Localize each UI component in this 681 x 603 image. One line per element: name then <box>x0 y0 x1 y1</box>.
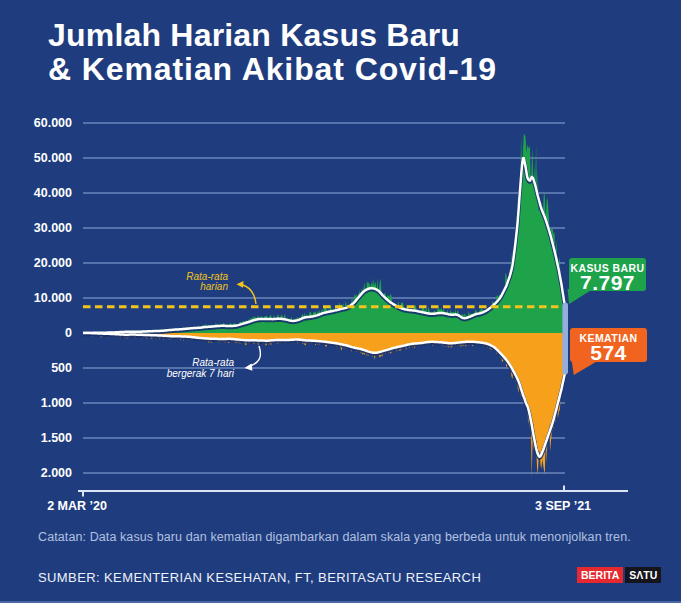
y-axis-label: 1.500 <box>10 431 72 445</box>
y-axis-label: 20.000 <box>10 256 72 270</box>
beritasatu-logo: BERITA SΛTU <box>577 567 661 583</box>
logo-berita: BERITA <box>577 567 623 583</box>
deaths-callout-value: 574 <box>570 344 647 362</box>
y-axis-label: 0 <box>10 326 72 340</box>
page-title: Jumlah Harian Kasus Baru & Kematian Akib… <box>48 18 497 86</box>
title-line2: & Kematian Akibat Covid-19 <box>48 52 497 86</box>
y-axis-label: 30.000 <box>10 221 72 235</box>
title-line1: Jumlah Harian Kasus Baru <box>48 18 497 52</box>
moving-average-annotation: Rata-rata bergerak 7 hari <box>154 357 234 379</box>
footnote: Catatan: Data kasus baru dan kematian di… <box>38 530 631 544</box>
deaths-callout: KEMATIAN 574 <box>570 328 647 362</box>
y-axis-label: 1.000 <box>10 396 72 410</box>
y-axis-label: 40.000 <box>10 186 72 200</box>
y-axis-label: 10.000 <box>10 291 72 305</box>
y-axis-label: 60.000 <box>10 116 72 130</box>
x-axis-end-label: 3 SEP ’21 <box>503 499 623 513</box>
source-text: SUMBER: KEMENTERIAN KESEHATAN, FT, BERIT… <box>38 570 481 585</box>
daily-average-annotation: Rata-rata harian <box>148 272 228 293</box>
x-axis-start-label: 2 MAR ’20 <box>17 499 137 513</box>
y-axis-label: 2.000 <box>10 466 72 480</box>
infographic: Jumlah Harian Kasus Baru & Kematian Akib… <box>0 0 681 603</box>
logo-satu: SΛTU <box>625 567 661 583</box>
y-axis-label: 50.000 <box>10 151 72 165</box>
y-axis-label: 500 <box>10 361 72 375</box>
cases-callout: KASUS BARU 7.797 <box>569 258 646 291</box>
